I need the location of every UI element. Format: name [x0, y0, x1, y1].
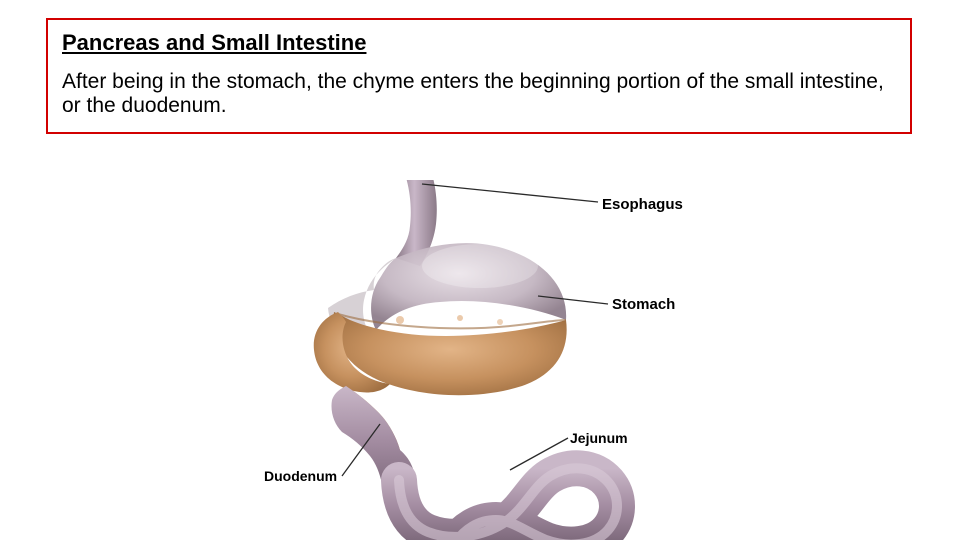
label-stomach: Stomach: [612, 296, 675, 313]
label-duodenum: Duodenum: [264, 468, 337, 484]
label-esophagus: Esophagus: [602, 196, 683, 213]
section-title: Pancreas and Small Intestine: [62, 30, 896, 56]
label-jejunum: Jejunum: [570, 430, 628, 446]
chyme-shape: [314, 312, 567, 395]
info-textbox: Pancreas and Small Intestine After being…: [46, 18, 912, 134]
jejunum-shape: [399, 468, 617, 540]
section-body: After being in the stomach, the chyme en…: [62, 70, 896, 118]
anatomy-diagram: Esophagus Stomach Jejunum Duodenum: [250, 180, 710, 540]
anatomy-svg: [250, 180, 710, 540]
